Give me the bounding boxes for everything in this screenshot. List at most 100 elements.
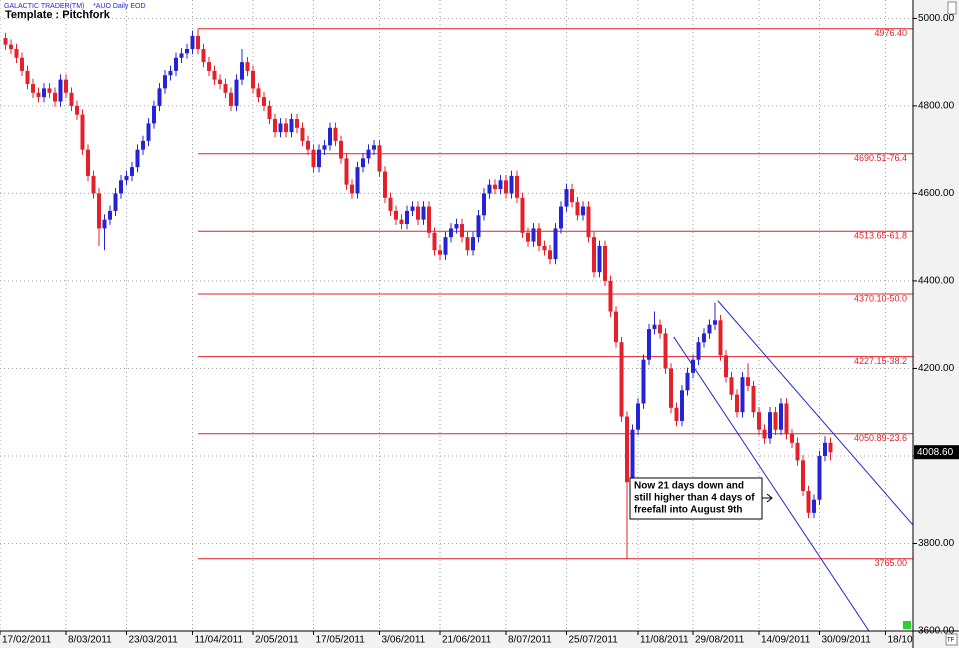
candle-body <box>581 206 585 216</box>
tf-button[interactable] <box>945 633 958 646</box>
x-tick-label: 3/06/2011 <box>382 635 426 646</box>
candle-body <box>526 232 530 242</box>
candle-body <box>603 245 607 281</box>
candle-body <box>768 412 772 439</box>
candle-body <box>113 193 118 211</box>
x-tick-label: 8/03/2011 <box>68 635 112 646</box>
candle-body <box>707 324 712 334</box>
candle-body <box>537 228 541 246</box>
candle-body <box>559 206 563 229</box>
candle-body <box>267 105 272 120</box>
candle-body <box>20 57 24 71</box>
annotation-line: Now 21 days down and <box>634 481 744 492</box>
candle-body <box>9 44 13 50</box>
x-tick-label: 21/06/2011 <box>442 635 492 646</box>
candle-body <box>306 140 310 150</box>
candle-body <box>295 119 299 128</box>
candle-body <box>520 197 525 233</box>
candle-body <box>361 158 365 168</box>
candle-body <box>328 127 332 146</box>
annotation-arrow <box>762 493 773 503</box>
candle-body <box>454 224 459 229</box>
candle-body <box>762 429 767 439</box>
candle-body <box>317 149 321 168</box>
candle-body <box>36 92 41 98</box>
y-tick-label: 3800.00 <box>918 538 955 549</box>
candle-body <box>185 49 189 54</box>
candle-body <box>586 206 591 238</box>
candle-body <box>394 210 398 220</box>
candle-body <box>119 180 123 194</box>
candle-body <box>751 385 756 413</box>
pitchfork-line <box>673 336 870 631</box>
y-tick-label: 4200.00 <box>918 363 955 374</box>
candle-body <box>377 145 382 172</box>
candle-body <box>498 180 503 190</box>
candle-body <box>619 342 624 417</box>
candle-body <box>592 237 596 273</box>
candle-body <box>548 250 552 260</box>
candle-body <box>53 92 57 102</box>
candle-body <box>757 412 761 430</box>
candle-body <box>251 70 255 89</box>
x-tick-label: 17/02/2011 <box>2 635 52 646</box>
candle-body <box>3 38 8 45</box>
x-tick-label: 18/10 <box>888 635 913 646</box>
fib-label: 4513.65-61.8 <box>854 231 907 241</box>
candle-body <box>31 84 35 93</box>
candle-body <box>432 232 437 251</box>
candle-body <box>509 175 514 194</box>
candle-body <box>383 171 387 198</box>
last-price-box <box>914 445 959 460</box>
candle-body <box>438 250 442 255</box>
pitchfork-line <box>717 300 913 526</box>
candle-body <box>152 105 156 124</box>
y-tick-label: 4400.00 <box>918 276 955 287</box>
candle-body <box>284 123 288 133</box>
fib-levels: 4976.40 4690.51-76.4 4513.65-61.8 4370.10-5… <box>198 28 913 568</box>
x-tick-label: 2/05/2011 <box>255 635 299 646</box>
candle-body <box>735 394 739 413</box>
x-tick-label: 25/07/2011 <box>569 635 619 646</box>
candle-body <box>245 62 250 71</box>
candle-body <box>828 442 833 453</box>
chart-title: Template : Pitchfork <box>5 9 111 21</box>
candle-body <box>64 79 68 93</box>
x-tick-label: 17/05/2011 <box>316 635 366 646</box>
candle-body <box>130 167 134 176</box>
candle-body <box>658 324 662 334</box>
candle-body <box>784 403 789 435</box>
candle-body <box>311 149 316 168</box>
candle-body <box>344 158 349 185</box>
candle-body <box>58 79 63 102</box>
x-tick-label: 23/03/2011 <box>129 635 179 646</box>
candle-body <box>256 88 261 98</box>
candle-body <box>630 429 635 483</box>
candle-body <box>278 123 283 133</box>
candle-body <box>179 53 184 58</box>
candle-body <box>168 70 173 76</box>
y-tick-label: 3600.00 <box>918 626 955 637</box>
candle-body <box>460 224 464 238</box>
candle-body <box>97 193 101 229</box>
candle-body <box>471 237 475 251</box>
candle-body <box>405 210 409 225</box>
candle-body <box>817 455 822 500</box>
candle-body <box>608 280 613 312</box>
candle-body <box>146 123 151 141</box>
annotation-line: freefall into August 9th <box>634 505 743 516</box>
status-marker <box>903 621 911 629</box>
candle-body <box>625 416 629 483</box>
candle-body <box>713 320 717 325</box>
scroll-button[interactable] <box>947 1 957 15</box>
candle-body <box>218 79 222 85</box>
candle-body <box>636 403 640 430</box>
candle-body <box>289 119 294 133</box>
candle-body <box>542 245 547 251</box>
candle-body <box>212 70 217 80</box>
x-tick-label: 29/08/2011 <box>695 635 745 646</box>
candle-body <box>823 442 827 456</box>
candle-body <box>504 180 508 194</box>
candle-body <box>102 219 107 229</box>
candle-body <box>729 377 734 395</box>
